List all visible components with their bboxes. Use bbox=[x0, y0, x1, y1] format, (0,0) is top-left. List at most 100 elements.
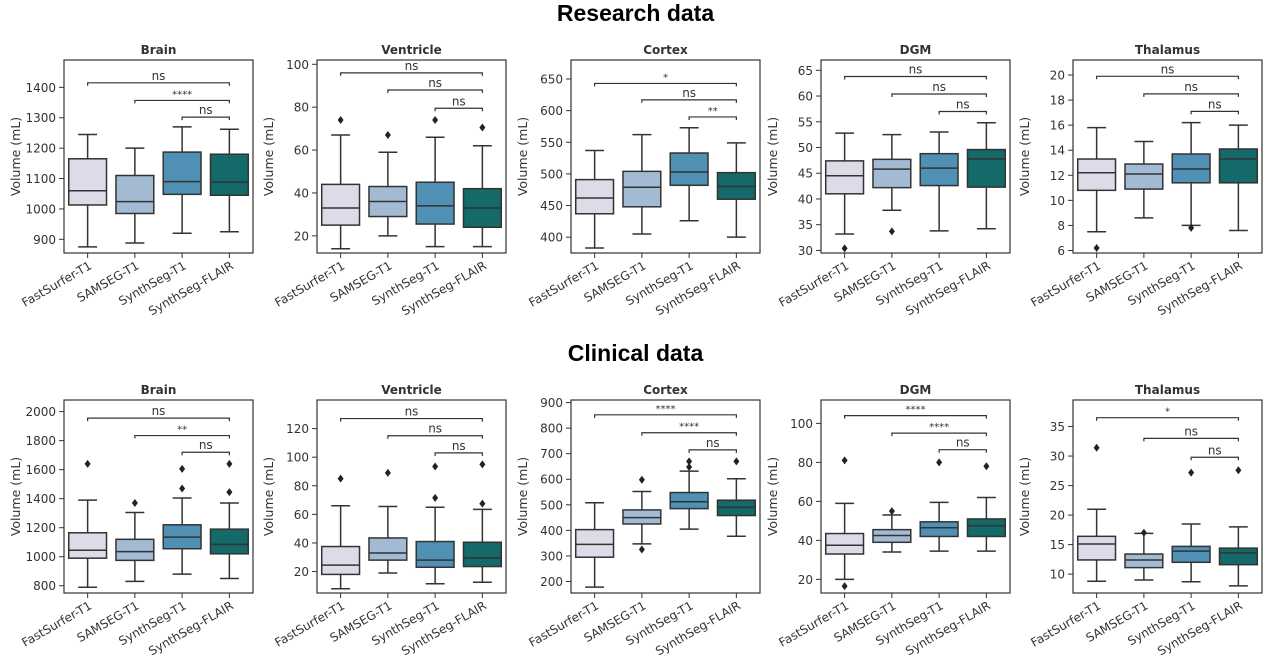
significance-label: ns bbox=[909, 62, 923, 76]
y-tick-label: 120 bbox=[286, 422, 309, 436]
box-synthseg-flair bbox=[462, 123, 503, 248]
y-tick-label: 500 bbox=[540, 498, 563, 512]
box-fastsurfer-t1 bbox=[824, 456, 865, 591]
y-axis-label: Volume (mL) bbox=[261, 457, 276, 536]
outlier-point bbox=[638, 475, 645, 484]
y-tick-label: 600 bbox=[540, 473, 563, 487]
plot-frame bbox=[1072, 59, 1263, 254]
y-axis-label: Volume (mL) bbox=[261, 117, 276, 196]
x-tick-label: SynthSeg-FLAIR bbox=[1155, 598, 1245, 658]
y-tick-label: 25 bbox=[1050, 479, 1065, 493]
significance-label: ns bbox=[682, 86, 696, 100]
y-tick-label: 14 bbox=[1050, 144, 1065, 158]
significance-label: **** bbox=[929, 422, 949, 433]
y-tick-label: 20 bbox=[798, 573, 813, 587]
y-tick-label: 40 bbox=[798, 192, 813, 206]
significance-bracket bbox=[1190, 110, 1239, 115]
box-synthseg-flair bbox=[716, 142, 757, 238]
box-iqr bbox=[669, 152, 709, 187]
y-tick-label: 1200 bbox=[25, 142, 56, 156]
significance-bracket bbox=[1190, 456, 1239, 461]
box-synthseg-t1 bbox=[1171, 121, 1211, 232]
y-tick-label: 20 bbox=[294, 565, 309, 579]
panel-title: DGM bbox=[900, 43, 932, 57]
significance-bracket bbox=[1143, 93, 1239, 97]
y-tick-label: 15 bbox=[1050, 538, 1065, 552]
y-tick-label: 800 bbox=[540, 422, 563, 436]
box-iqr bbox=[462, 541, 503, 568]
significance-label: ns bbox=[1184, 80, 1198, 94]
outlier-point bbox=[479, 123, 486, 132]
box-synthseg-t1 bbox=[415, 462, 455, 585]
box-fastsurfer-t1 bbox=[824, 132, 865, 253]
box-iqr bbox=[209, 528, 250, 555]
y-tick-label: 2000 bbox=[25, 405, 56, 419]
outlier-point bbox=[638, 545, 645, 554]
box-iqr bbox=[919, 521, 959, 538]
y-tick-label: 1000 bbox=[25, 202, 56, 216]
significance-bracket bbox=[891, 432, 987, 437]
outlier-point bbox=[226, 488, 233, 497]
y-axis-label: Volume (mL) bbox=[765, 457, 780, 536]
box-iqr bbox=[1076, 535, 1117, 561]
significance-bracket bbox=[87, 82, 230, 86]
significance-bracket bbox=[1143, 437, 1239, 442]
outlier-point bbox=[179, 484, 186, 493]
y-tick-label: 200 bbox=[540, 575, 563, 589]
significance-bracket bbox=[387, 435, 483, 439]
significance-label: ns bbox=[428, 422, 442, 436]
outlier-point bbox=[432, 493, 439, 502]
panel-title: Ventricle bbox=[381, 43, 441, 57]
box-synthseg-flair bbox=[209, 128, 250, 233]
y-tick-label: 16 bbox=[1050, 119, 1065, 133]
significance-bracket bbox=[340, 72, 483, 76]
box-synthseg-flair bbox=[716, 457, 757, 538]
y-tick-label: 55 bbox=[798, 115, 813, 129]
y-tick-label: 50 bbox=[798, 141, 813, 155]
outlier-point bbox=[479, 460, 486, 469]
panel-title: Thalamus bbox=[1135, 383, 1200, 397]
y-tick-label: 30 bbox=[798, 244, 813, 258]
significance-bracket bbox=[594, 414, 737, 418]
box-synthseg-flair bbox=[1218, 466, 1259, 587]
significance-label: ns bbox=[199, 103, 213, 117]
outlier-point bbox=[983, 462, 990, 471]
y-tick-label: 18 bbox=[1050, 94, 1065, 108]
box-fastsurfer-t1 bbox=[574, 149, 615, 249]
y-tick-label: 60 bbox=[798, 495, 813, 509]
y-tick-label: 450 bbox=[540, 199, 563, 213]
outlier-point bbox=[1188, 223, 1195, 232]
outlier-point bbox=[1093, 443, 1100, 452]
box-iqr bbox=[669, 491, 709, 510]
outlier-point bbox=[432, 462, 439, 471]
significance-bracket bbox=[844, 414, 987, 419]
plot-frame bbox=[1072, 399, 1263, 594]
box-iqr bbox=[368, 537, 408, 561]
y-tick-label: 20 bbox=[1050, 69, 1065, 83]
x-tick-label: SynthSeg-FLAIR bbox=[399, 598, 489, 658]
significance-bracket bbox=[87, 417, 230, 422]
significance-label: ns bbox=[152, 404, 166, 418]
box-fastsurfer-t1 bbox=[320, 116, 361, 250]
box-iqr bbox=[574, 528, 615, 558]
box-iqr bbox=[115, 174, 155, 215]
y-axis-label: Volume (mL) bbox=[1017, 117, 1032, 196]
box-iqr bbox=[67, 532, 108, 559]
significance-label: * bbox=[663, 72, 668, 83]
significance-label: ns bbox=[1184, 424, 1198, 438]
significance-label: ns bbox=[152, 69, 166, 83]
panel-clinical-data-brain: Brain Volume (mL) 800 1000 1200 1400 1600 1800 2… bbox=[8, 383, 254, 658]
y-tick-label: 60 bbox=[294, 508, 309, 522]
y-tick-label: 1800 bbox=[25, 434, 56, 448]
box-iqr bbox=[824, 532, 865, 555]
outlier-point bbox=[384, 131, 391, 140]
box-samseg-t1 bbox=[872, 133, 912, 236]
box-fastsurfer-t1 bbox=[574, 502, 615, 588]
y-tick-label: 1200 bbox=[25, 521, 56, 535]
y-tick-label: 550 bbox=[540, 136, 563, 150]
significance-label: ns bbox=[405, 405, 419, 419]
y-axis-label: Volume (mL) bbox=[1017, 457, 1032, 536]
